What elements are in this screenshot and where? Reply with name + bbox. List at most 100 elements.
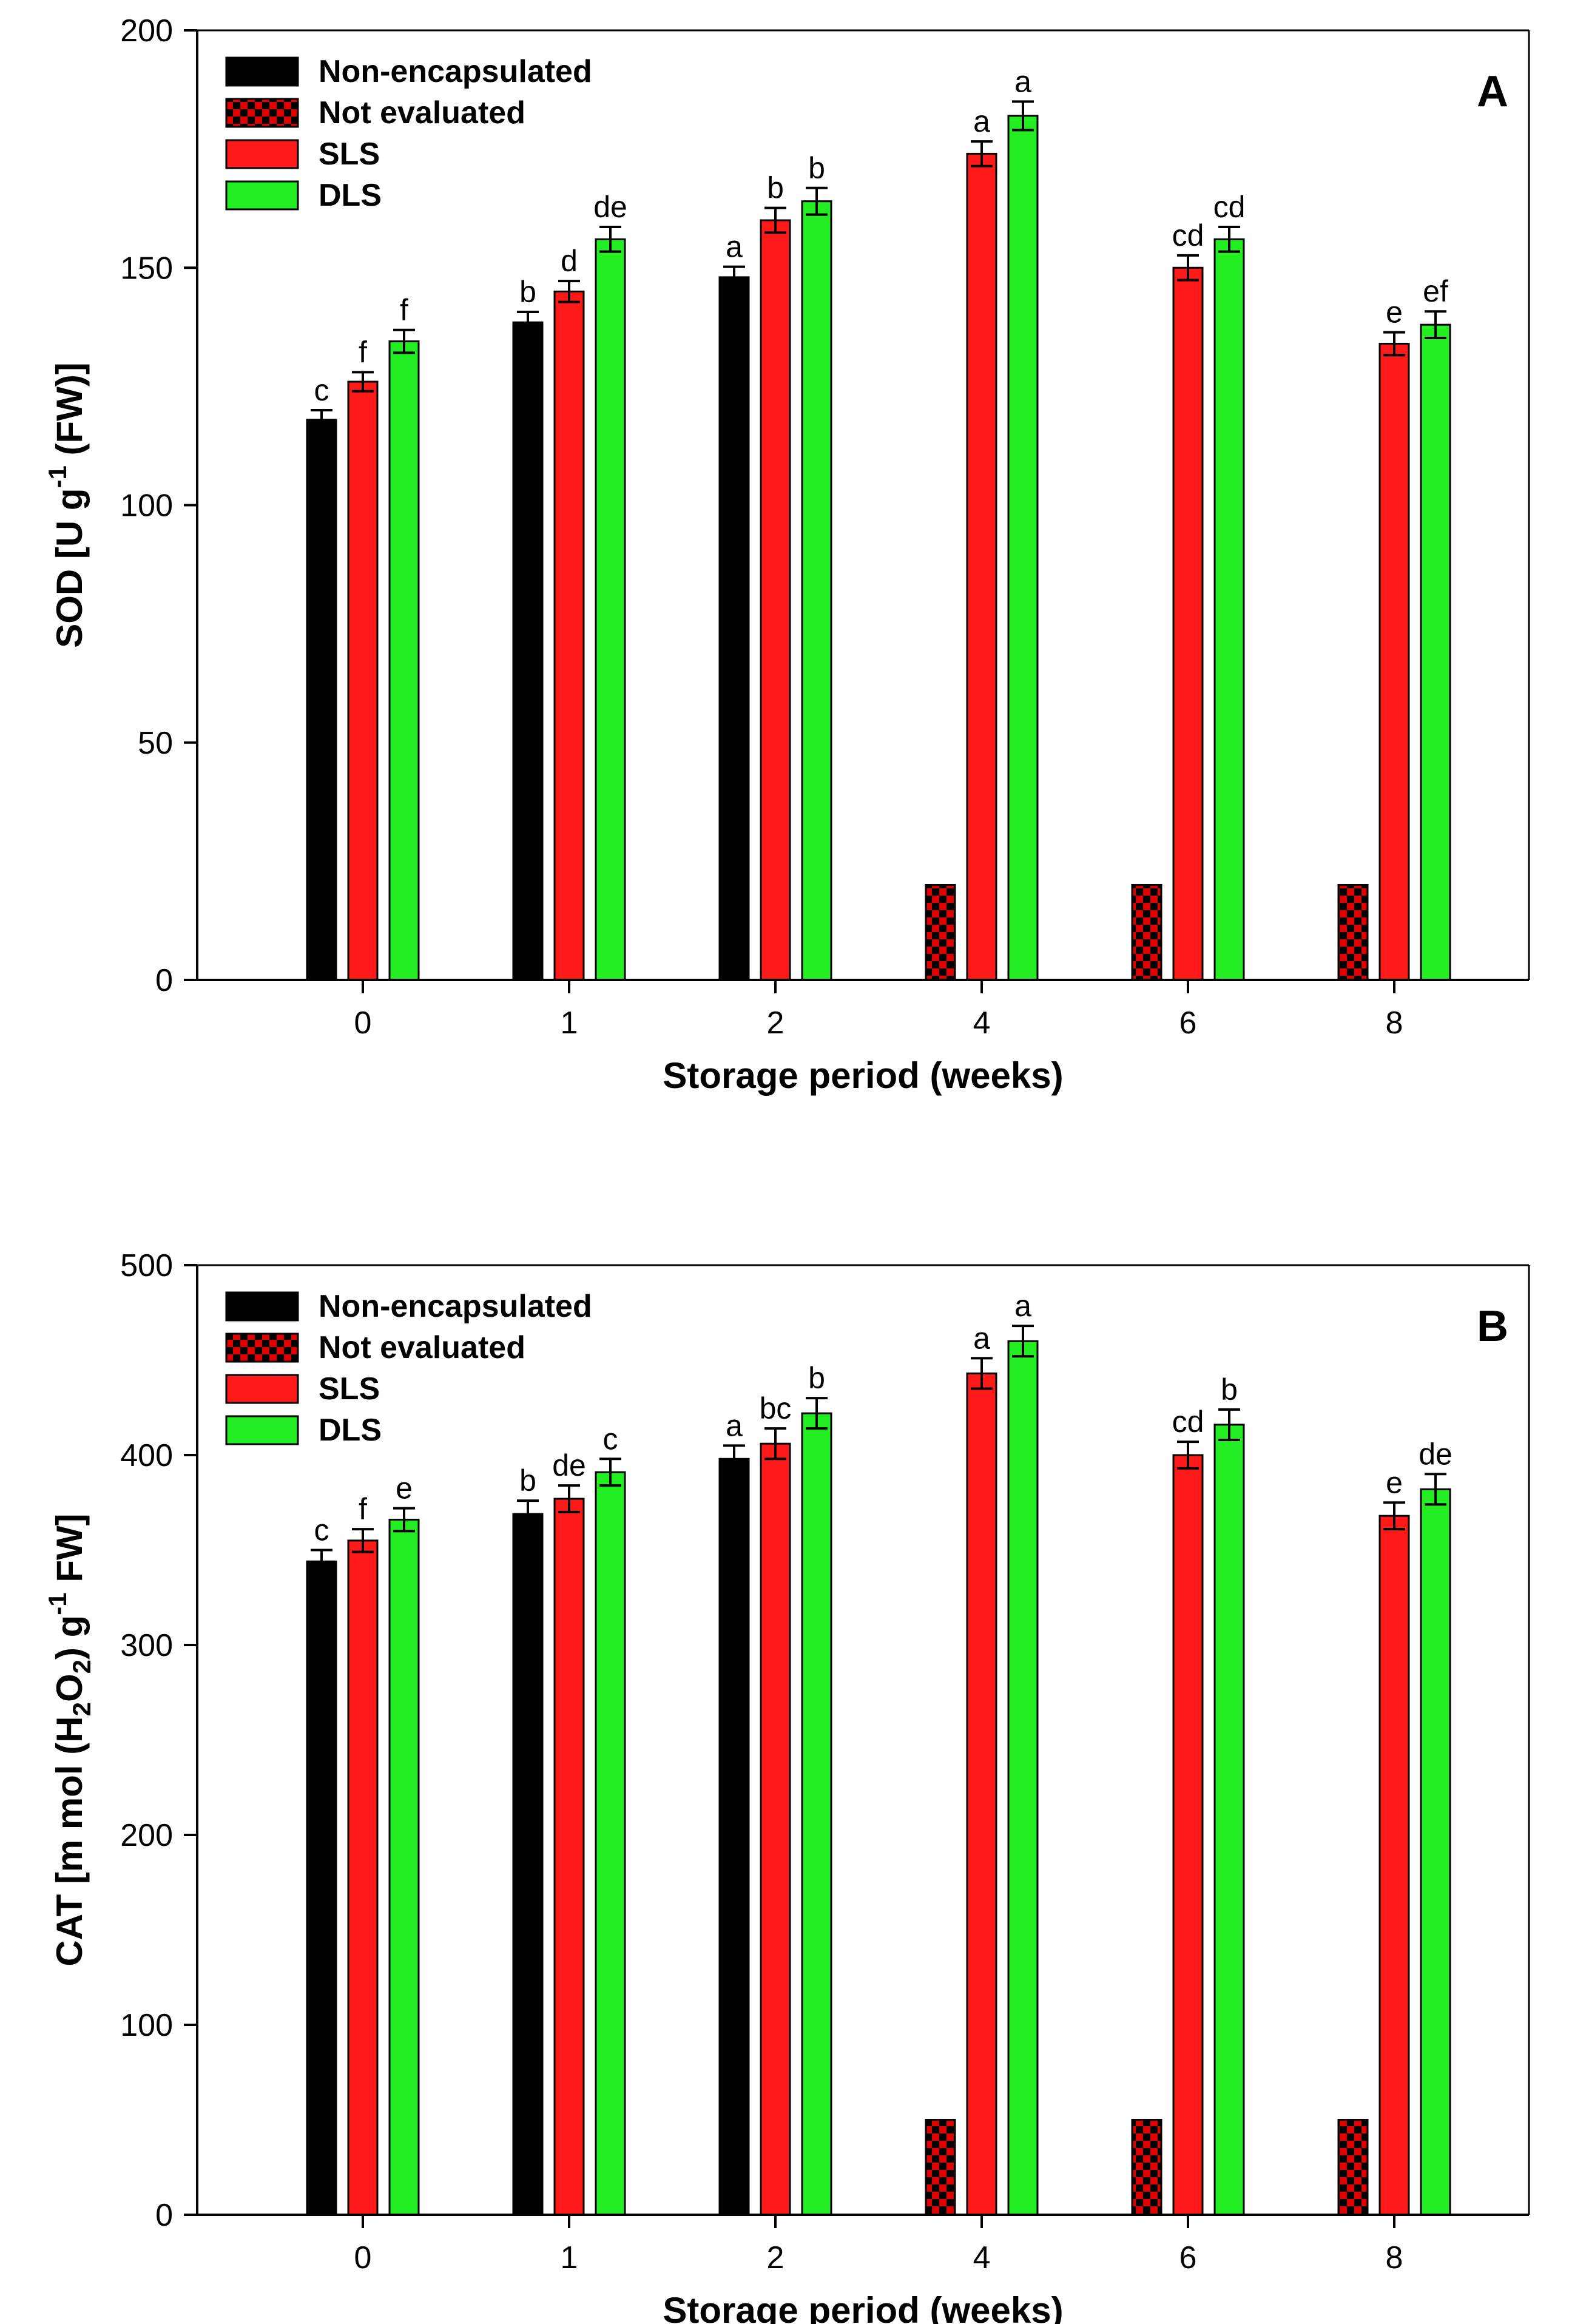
- bar-non-encapsulated-week-0: [306, 1560, 337, 2216]
- y-tick-label: 150: [120, 251, 173, 286]
- significance-letter: a: [1014, 64, 1031, 98]
- x-tick-label: 2: [767, 2240, 784, 2275]
- y-tick-label: 0: [155, 963, 173, 998]
- legend-label: Non-encapsulated: [319, 54, 592, 89]
- y-tick-label: 400: [120, 1438, 173, 1473]
- bar-non-encapsulated-week-1: [512, 1513, 544, 2216]
- y-tick-label: 200: [120, 1818, 173, 1853]
- bar-sls-week-0: [347, 1539, 379, 2216]
- significance-letter: a: [726, 230, 743, 264]
- legend-swatch: [225, 1291, 299, 1322]
- panel-label: B: [1477, 1302, 1508, 1351]
- legend-label: DLS: [319, 178, 382, 213]
- y-tick-label: 100: [120, 488, 173, 524]
- legend-label: Not evaluated: [319, 95, 525, 130]
- legend-label: SLS: [319, 137, 380, 172]
- x-tick-label: 0: [354, 1005, 372, 1041]
- significance-letter: c: [314, 373, 329, 407]
- significance-letter: ef: [1423, 274, 1448, 308]
- significance-letter: a: [973, 104, 990, 138]
- bar-dls-week-6: [1213, 1424, 1245, 2216]
- bar-sls-week-1: [553, 1498, 585, 2216]
- significance-letter: b: [808, 1361, 825, 1395]
- y-tick-label: 50: [138, 726, 173, 761]
- x-tick-label: 0: [354, 2240, 372, 2275]
- bar-dls-week-6: [1213, 238, 1245, 981]
- bar-dls-week-8: [1420, 1488, 1451, 2216]
- bar-not-evaluated-week-4: [925, 2119, 956, 2216]
- significance-letter: de: [593, 190, 627, 224]
- significance-letter: a: [973, 1321, 990, 1355]
- significance-letter: d: [561, 244, 578, 278]
- bar-non-encapsulated-week-2: [718, 276, 750, 981]
- bar-sls-week-8: [1378, 342, 1410, 981]
- bar-sls-week-8: [1378, 1515, 1410, 2216]
- bar-dls-week-0: [388, 1518, 420, 2216]
- legend-swatch: [225, 1415, 299, 1445]
- significance-letter: cd: [1172, 218, 1204, 252]
- significance-letter: a: [726, 1408, 743, 1442]
- bar-sls-week-4: [966, 1372, 997, 2216]
- bar-sls-week-2: [760, 219, 791, 981]
- bar-dls-week-4: [1007, 1340, 1039, 2216]
- x-tick-label: 4: [973, 1005, 991, 1041]
- bar-not-evaluated-week-6: [1131, 884, 1162, 981]
- x-tick-label: 8: [1386, 2240, 1403, 2275]
- significance-letter: de: [1419, 1437, 1453, 1471]
- significance-letter: bc: [760, 1391, 792, 1425]
- legend-label: Not evaluated: [319, 1330, 525, 1365]
- significance-letter: de: [552, 1448, 586, 1482]
- x-axis-label: Storage period (weeks): [663, 1055, 1063, 1096]
- bar-non-encapsulated-week-1: [512, 321, 544, 981]
- bar-not-evaluated-week-4: [925, 884, 956, 981]
- bar-dls-week-2: [801, 200, 832, 981]
- x-tick-label: 4: [973, 2240, 991, 2275]
- legend-swatch: [225, 98, 299, 128]
- significance-letter: c: [603, 1422, 618, 1456]
- y-axis-label: SOD [U g-1 (FW)]: [43, 362, 90, 648]
- bar-sls-week-0: [347, 380, 379, 981]
- legend-label: SLS: [319, 1371, 380, 1407]
- y-tick-label: 500: [120, 1248, 173, 1283]
- bar-non-encapsulated-week-0: [306, 419, 337, 981]
- bar-sls-week-6: [1172, 1454, 1204, 2216]
- panel-label: A: [1477, 67, 1508, 116]
- legend-swatch: [225, 1333, 299, 1363]
- significance-letter: b: [767, 171, 784, 205]
- significance-letter: e: [1386, 296, 1403, 329]
- significance-letter: c: [314, 1513, 329, 1547]
- significance-letter: b: [808, 151, 825, 185]
- bar-not-evaluated-week-8: [1337, 2119, 1369, 2216]
- significance-letter: e: [1386, 1465, 1403, 1499]
- bar-dls-week-0: [388, 340, 420, 981]
- x-axis-label: Storage period (weeks): [663, 2290, 1063, 2324]
- bar-non-encapsulated-week-2: [718, 1458, 750, 2216]
- bar-sls-week-4: [966, 152, 997, 981]
- legend-swatch: [225, 139, 299, 169]
- significance-letter: f: [400, 293, 408, 327]
- legend-label: DLS: [319, 1413, 382, 1448]
- significance-letter: b: [519, 1464, 536, 1498]
- significance-letter: f: [359, 335, 367, 369]
- bar-sls-week-1: [553, 290, 585, 981]
- bar-dls-week-4: [1007, 115, 1039, 981]
- y-tick-label: 300: [120, 1628, 173, 1663]
- x-tick-label: 2: [767, 1005, 784, 1041]
- significance-letter: b: [1221, 1373, 1238, 1407]
- x-tick-label: 6: [1179, 2240, 1197, 2275]
- bar-dls-week-8: [1420, 323, 1451, 981]
- bar-dls-week-1: [595, 238, 626, 981]
- significance-letter: cd: [1213, 190, 1246, 224]
- significance-letter: e: [396, 1471, 413, 1505]
- significance-letter: a: [1014, 1289, 1031, 1323]
- bar-sls-week-6: [1172, 266, 1204, 981]
- legend-label: Non-encapsulated: [319, 1289, 592, 1324]
- x-tick-label: 6: [1179, 1005, 1197, 1041]
- legend-swatch: [225, 56, 299, 87]
- x-tick-label: 8: [1386, 1005, 1403, 1041]
- bar-dls-week-2: [801, 1412, 832, 2216]
- y-axis-label: CAT [m mol (H2O2) g-1 FW]: [43, 1513, 96, 1966]
- significance-letter: b: [519, 275, 536, 309]
